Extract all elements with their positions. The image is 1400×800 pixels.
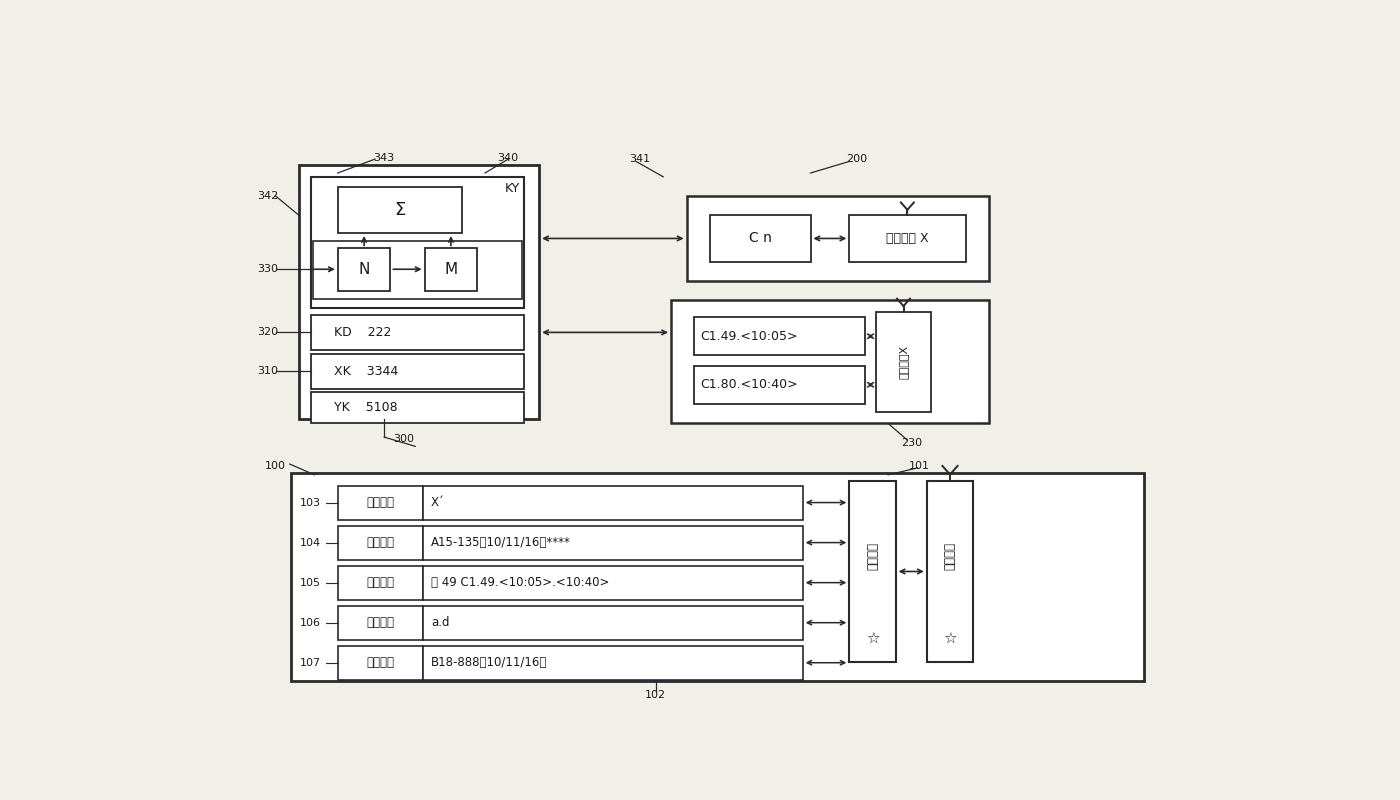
Bar (423, 526, 802, 559)
Bar (311, 354, 524, 389)
Text: 310: 310 (258, 366, 279, 376)
Bar (694, 366, 865, 404)
Bar (850, 215, 966, 262)
Text: 密锁单元: 密锁单元 (367, 536, 395, 549)
Text: 230: 230 (900, 438, 921, 447)
Bar (300, 166, 539, 419)
Text: M: M (444, 262, 458, 277)
Text: 甲 49 C1.49.<10:05>.<10:40>: 甲 49 C1.49.<10:05>.<10:40> (431, 576, 609, 589)
Text: KY: KY (504, 182, 519, 195)
Text: 200: 200 (847, 154, 868, 164)
Bar (927, 481, 973, 662)
Text: 信息单元: 信息单元 (367, 576, 395, 589)
Bar (311, 177, 524, 308)
Text: KD    222: KD 222 (333, 326, 391, 339)
Bar (311, 393, 524, 423)
Bar (423, 566, 802, 599)
Text: 102: 102 (645, 690, 666, 700)
Text: 101: 101 (909, 461, 930, 470)
Bar (686, 196, 988, 281)
Text: YK    5108: YK 5108 (333, 402, 398, 414)
Text: N: N (358, 262, 370, 277)
Text: XK    3344: XK 3344 (333, 365, 398, 378)
Bar (710, 215, 811, 262)
Text: 343: 343 (374, 153, 395, 162)
Text: 注册单元: 注册单元 (367, 656, 395, 670)
Bar (337, 249, 391, 291)
Text: a.d: a.d (431, 616, 449, 629)
Text: 呼叫信号X: 呼叫信号X (899, 345, 909, 378)
Text: ☆: ☆ (944, 631, 956, 646)
Text: B18-888（10/11/16）: B18-888（10/11/16） (431, 656, 547, 670)
Bar (423, 606, 802, 640)
Text: ☆: ☆ (865, 631, 879, 646)
Text: 330: 330 (258, 264, 279, 274)
Text: 响应单元: 响应单元 (367, 496, 395, 509)
Text: 340: 340 (497, 153, 519, 162)
Text: 342: 342 (258, 191, 279, 201)
Bar (423, 646, 802, 680)
Text: 300: 300 (393, 434, 414, 444)
Text: C1.49.<10:05>: C1.49.<10:05> (700, 330, 798, 342)
Text: 105: 105 (300, 578, 321, 588)
Bar (337, 187, 462, 233)
Text: 104: 104 (300, 538, 321, 547)
Text: C n: C n (749, 231, 771, 246)
Text: 控制单元: 控制单元 (867, 542, 879, 570)
Bar (850, 481, 896, 662)
Bar (671, 300, 988, 423)
Bar (314, 241, 522, 298)
Text: 100: 100 (265, 461, 286, 470)
Bar (424, 249, 477, 291)
Text: A15-135（10/11/16）****: A15-135（10/11/16）**** (431, 536, 571, 549)
Text: C1.80.<10:40>: C1.80.<10:40> (700, 378, 798, 391)
Text: 107: 107 (300, 658, 321, 668)
Bar (337, 526, 423, 559)
Bar (337, 566, 423, 599)
Bar (337, 486, 423, 519)
Bar (694, 317, 865, 355)
Text: 呼叫信号 X: 呼叫信号 X (886, 232, 928, 245)
Text: 备注单元: 备注单元 (367, 616, 395, 629)
Text: 通信单元: 通信单元 (944, 542, 956, 570)
Bar (311, 315, 524, 350)
Text: 341: 341 (630, 154, 651, 164)
Text: Σ: Σ (393, 201, 406, 219)
Bar (337, 646, 423, 680)
Bar (337, 606, 423, 640)
Text: X´: X´ (431, 496, 445, 509)
Bar (291, 474, 1144, 682)
Text: 106: 106 (300, 618, 321, 628)
Bar (876, 312, 931, 412)
Text: 320: 320 (258, 327, 279, 338)
Bar (423, 486, 802, 519)
Text: 103: 103 (300, 498, 321, 507)
